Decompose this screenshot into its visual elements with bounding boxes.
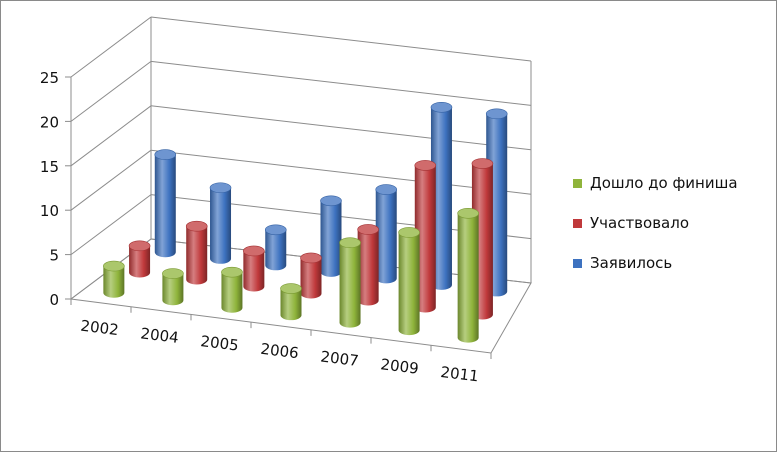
bar-Дошло до финиша-2011 [457, 207, 479, 343]
bar-body [300, 257, 322, 299]
x-tick-label: 2006 [260, 340, 300, 363]
legend-label: Дошло до финиша [590, 174, 738, 192]
bar-Дошло до финиша-2006 [280, 283, 302, 321]
x-tick-label: 2002 [80, 317, 120, 340]
legend-item: Заявилось [573, 253, 738, 273]
bar-top [128, 240, 151, 252]
x-tick-label: 2011 [440, 363, 480, 386]
bar-body [103, 266, 125, 298]
bar-top [339, 237, 361, 249]
bar-top [185, 220, 208, 232]
bar-body [414, 165, 436, 313]
bars [103, 101, 508, 343]
bar-top [398, 227, 420, 238]
legend-label: Участвовало [590, 214, 689, 232]
bar-Участвовало-2009 [414, 160, 437, 313]
bar-Дошло до финиша-2007 [339, 237, 361, 328]
bar-top [280, 283, 302, 294]
y-tick-label: 15 [40, 158, 59, 176]
bar-Заявилось-2006 [320, 195, 342, 277]
bar-body [339, 242, 361, 328]
bar-Участвовало-2006 [300, 252, 322, 299]
bar-top [243, 245, 265, 257]
bar-top [221, 266, 243, 278]
gridlines [70, 16, 532, 300]
y-tick-label: 25 [40, 69, 59, 87]
bar-top [162, 268, 184, 279]
y-axis: 0 5 10 15 20 25 [40, 69, 72, 309]
bar-Дошло до финиша-2004 [162, 268, 184, 306]
bar-Заявилось-2007 [375, 184, 398, 284]
bar-body [375, 189, 397, 284]
bar-body [243, 250, 265, 292]
y-tick-label: 20 [40, 113, 59, 131]
bar-body [320, 200, 342, 277]
gridline-back [150, 149, 532, 195]
bar-body [154, 154, 176, 258]
bar-body [265, 229, 287, 271]
gridline-side [70, 105, 152, 167]
bar-body [280, 288, 302, 321]
bar-Дошло до финиша-2002 [103, 260, 125, 298]
legend-swatch [573, 178, 582, 188]
bar-top [485, 108, 508, 120]
bar-body [357, 229, 379, 306]
bar-Участвовало-2004 [185, 220, 208, 285]
legend-swatch [573, 218, 582, 228]
gridline-back [150, 60, 532, 106]
bar-body [210, 187, 232, 264]
bar-Заявилось-2002 [154, 149, 177, 258]
bar-body [162, 273, 184, 306]
bar-top [357, 224, 379, 235]
bar-top [209, 182, 232, 194]
gridline-side [70, 61, 152, 122]
bar-body [430, 107, 452, 290]
gridline-side [70, 16, 152, 78]
bar-top [103, 260, 125, 272]
x-tick-label: 2007 [320, 347, 360, 370]
legend-label: Заявилось [590, 254, 673, 272]
bar-Дошло до финиша-2005 [221, 266, 243, 313]
y-tick-label: 0 [49, 291, 59, 309]
bar-Заявилось-2004 [209, 182, 232, 264]
bar-top [320, 195, 342, 207]
gridline-side [70, 194, 152, 256]
bar-top [154, 149, 177, 160]
legend: Дошло до финиша Участвовало Заявилось [573, 173, 738, 293]
bar-top [414, 160, 437, 171]
legend-swatch [573, 258, 582, 268]
gridline-side [70, 149, 152, 211]
x-axis: 2002 2004 2005 2006 2007 2009 2011 [70, 299, 492, 386]
gridline-back [150, 105, 532, 151]
y-tick-label: 10 [40, 202, 59, 220]
x-tick-label: 2004 [140, 324, 180, 347]
bar-Заявилось-2005 [264, 224, 287, 271]
bar-top [300, 252, 322, 264]
x-tick-label: 2005 [200, 332, 240, 355]
bar-body [186, 226, 208, 285]
bar-top [430, 101, 453, 113]
bar-Заявилось-2009 [430, 101, 453, 290]
bar-top [264, 224, 287, 236]
bar-body [398, 232, 420, 336]
bar-Участвовало-2005 [243, 245, 265, 292]
floor [69, 238, 532, 354]
bar-body [457, 213, 479, 343]
gridline-back [150, 16, 532, 62]
bar-Участвовало-2007 [357, 224, 379, 306]
bar-Дошло до финиша-2009 [398, 227, 420, 336]
legend-item: Дошло до финиша [573, 173, 738, 193]
bar-top [375, 184, 398, 195]
bar-top [457, 207, 479, 219]
y-tick-label: 5 [49, 247, 59, 265]
bar-body [221, 272, 243, 313]
bar-body [129, 245, 151, 278]
bar-top [471, 158, 494, 169]
bar-Участвовало-2002 [128, 240, 151, 278]
legend-item: Участвовало [573, 213, 738, 233]
x-tick-label: 2009 [380, 355, 420, 378]
